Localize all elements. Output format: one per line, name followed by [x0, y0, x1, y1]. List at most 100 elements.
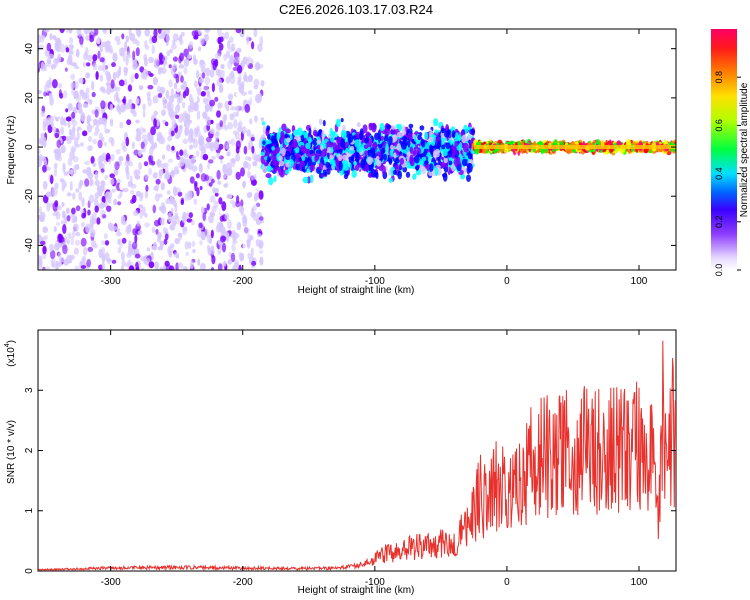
heatmap-cell	[202, 97, 208, 103]
heatmap-cell	[163, 238, 168, 245]
heatmap-cell	[365, 131, 371, 137]
heatmap-cell	[409, 146, 414, 154]
heatmap-cell	[135, 119, 140, 124]
heatmap-cell	[106, 79, 110, 89]
heatmap-cell	[60, 116, 64, 126]
heatmap-cell	[52, 35, 57, 40]
heatmap-cell	[86, 124, 93, 133]
heatmap-cell	[175, 262, 179, 270]
heatmap-cell	[62, 244, 68, 255]
heatmap-cell	[417, 147, 421, 155]
heatmap-cell	[226, 151, 231, 157]
heatmap-cell	[52, 79, 58, 89]
heatmap-cell	[153, 110, 158, 116]
heatmap-cell	[252, 212, 257, 222]
heatmap-cell	[204, 103, 210, 113]
heatmap-cell	[120, 215, 126, 223]
heatmap-cell	[156, 118, 160, 127]
snr-y-axis-label: SNR (10 * v/v)	[6, 420, 17, 484]
heatmap-cell	[242, 180, 246, 188]
heatmap-cell	[398, 123, 403, 132]
heatmap-cell	[143, 53, 148, 62]
snr-scale-base: (x10	[6, 347, 17, 367]
heatmap-cell	[198, 222, 203, 229]
heatmap-cell	[246, 35, 250, 45]
heatmap-cell	[70, 73, 76, 81]
heatmap-cell	[152, 95, 159, 104]
heatmap-cell	[219, 120, 223, 128]
heatmap-cell	[235, 29, 242, 34]
heatmap-cell	[105, 152, 111, 161]
heatmap-cell	[216, 152, 221, 159]
heatmap-cell	[168, 79, 173, 88]
heatmap-cell	[206, 162, 211, 170]
heatmap-cell	[235, 171, 241, 180]
heatmap-cell	[248, 140, 253, 149]
heatmap-cell	[50, 187, 56, 197]
heatmap-cell	[158, 52, 163, 61]
heatmap-cell	[235, 140, 241, 150]
heatmap-cell	[232, 265, 236, 270]
heatmap-cell	[156, 159, 161, 166]
heatmap-cell	[126, 119, 132, 126]
heatmap-cell	[436, 140, 442, 148]
heatmap-cell	[448, 160, 453, 166]
heatmap-cell	[71, 82, 75, 89]
heatmap-cell	[197, 29, 202, 36]
heatmap-cell	[164, 173, 170, 180]
colorbar-tick-label: 0.6	[714, 119, 724, 132]
heatmap-cell	[246, 192, 252, 199]
heatmap-cell	[188, 212, 193, 219]
heatmap-cell	[144, 29, 150, 37]
heatmap-cell	[105, 40, 111, 46]
spectrogram-heatmap	[38, 29, 676, 270]
heatmap-cell	[307, 136, 312, 144]
heatmap-cell	[211, 205, 217, 212]
heatmap-cell	[68, 169, 74, 175]
heatmap-cell	[257, 228, 262, 234]
heatmap-cell	[227, 219, 232, 230]
heatmap-cell	[200, 91, 206, 97]
heatmap-cell	[105, 44, 111, 52]
heatmap-cell	[51, 64, 57, 69]
heatmap-cell	[179, 124, 183, 134]
heatmap-cell	[85, 92, 90, 103]
heatmap-cell	[70, 236, 74, 246]
heatmap-cell	[402, 166, 408, 173]
heatmap-cell	[94, 205, 99, 213]
heatmap-cell	[371, 147, 376, 155]
heatmap-cell	[209, 99, 216, 107]
heatmap-cell	[80, 222, 85, 228]
heatmap-cell	[54, 162, 58, 169]
heatmap-cell	[104, 128, 111, 134]
heatmap-cell	[54, 58, 60, 64]
heatmap-cell	[230, 106, 236, 111]
heatmap-cell	[112, 226, 118, 231]
heatmap-cell	[128, 240, 132, 248]
heatmap-cell	[53, 126, 57, 134]
heatmap-cell	[179, 149, 184, 156]
heatmap-cell	[145, 184, 149, 192]
heatmap-cell	[214, 53, 221, 59]
heatmap-cell	[433, 118, 439, 127]
heatmap-cell	[43, 29, 50, 33]
heatmap-cell	[141, 80, 146, 86]
heatmap-cell	[250, 247, 254, 258]
heatmap-cell	[135, 47, 140, 57]
heatmap-cell	[85, 223, 91, 233]
heatmap-cell	[318, 161, 324, 171]
heatmap-cell	[104, 240, 110, 246]
heatmap-cell	[204, 174, 210, 181]
heatmap-cell	[228, 36, 234, 44]
heatmap-cell	[130, 189, 135, 195]
heatmap-cell	[183, 58, 190, 67]
heatmap-cell	[71, 119, 78, 127]
heatmap-cell	[237, 122, 241, 127]
heatmap-cell	[271, 146, 275, 151]
heatmap-cell	[101, 152, 107, 160]
heatmap-cell	[151, 227, 156, 234]
heatmap-cell	[170, 169, 175, 178]
heatmap-cell	[203, 85, 209, 92]
heatmap-cell	[431, 141, 436, 146]
heatmap-cell	[329, 154, 334, 160]
